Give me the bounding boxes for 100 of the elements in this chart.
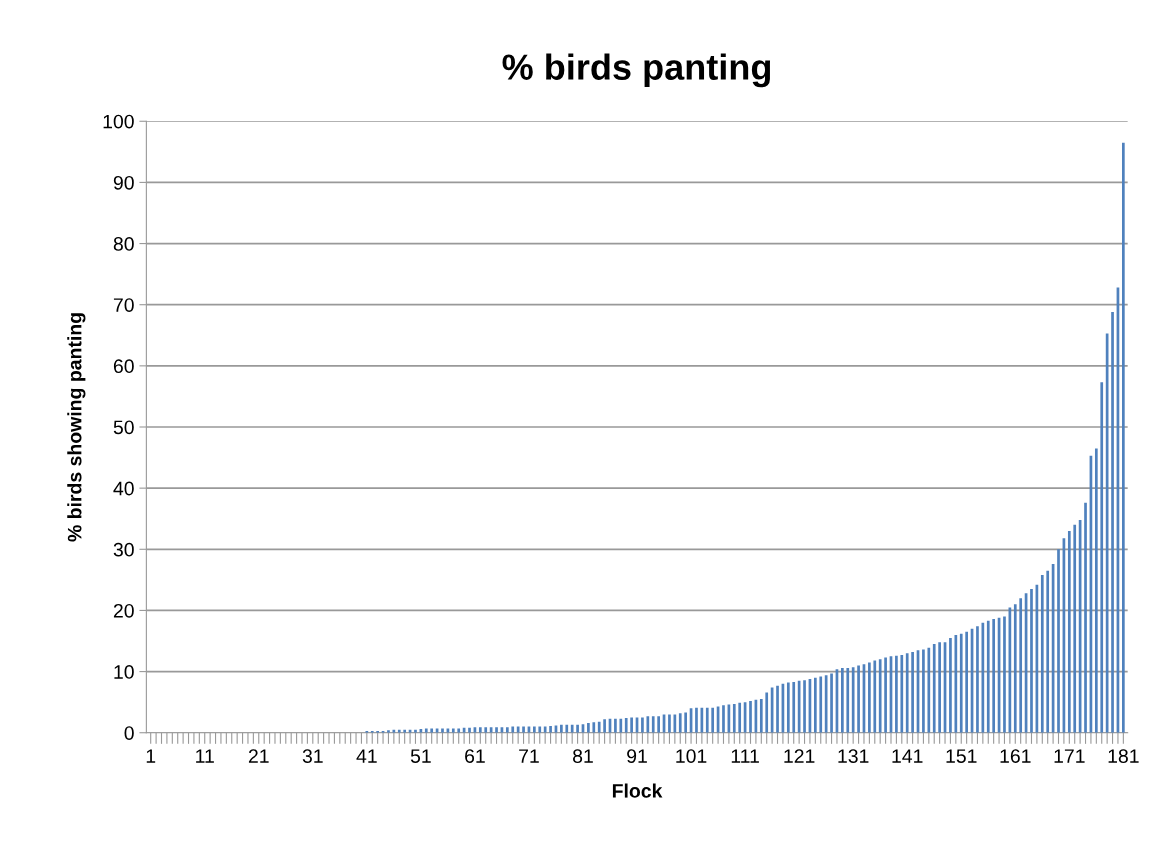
bar	[765, 692, 769, 733]
x-tick-label: 141	[892, 749, 923, 763]
bar	[830, 673, 833, 733]
bar	[641, 717, 644, 733]
bar	[803, 680, 806, 733]
y-tick-label: 70	[113, 298, 134, 312]
bar	[932, 644, 936, 733]
y-tick-label: 20	[113, 603, 134, 618]
bar	[895, 655, 898, 733]
bar	[711, 707, 715, 733]
x-tick-label: 181	[1108, 749, 1139, 763]
bar	[565, 724, 569, 733]
bar	[738, 702, 742, 733]
x-tick-label: 1	[146, 749, 156, 763]
bar	[495, 727, 498, 733]
bar	[905, 653, 909, 733]
bar	[792, 681, 796, 733]
bar	[813, 677, 817, 733]
bar	[722, 705, 725, 733]
bar	[749, 700, 752, 733]
x-tick-label: 151	[946, 749, 977, 763]
bar	[1094, 448, 1098, 733]
bar	[884, 657, 887, 733]
y-tick-label: 100	[103, 114, 134, 129]
bar	[954, 634, 958, 733]
bar	[846, 667, 850, 733]
x-tick-label: 161	[1000, 749, 1031, 763]
bar	[1111, 312, 1114, 733]
bar	[614, 718, 617, 733]
bar	[1100, 382, 1104, 733]
bar	[630, 717, 633, 733]
bar	[965, 631, 968, 733]
bar	[1013, 604, 1017, 733]
bar	[1040, 574, 1044, 733]
bar	[819, 676, 823, 733]
x-tick-label: 121	[784, 749, 815, 763]
bar	[1019, 598, 1023, 733]
bar	[878, 659, 882, 733]
y-tick-label: 30	[113, 542, 134, 557]
bar	[560, 724, 563, 733]
bar	[505, 727, 509, 733]
bar	[1122, 142, 1125, 733]
bar	[857, 665, 860, 733]
bar	[468, 727, 471, 733]
y-tick-label: 0	[124, 726, 134, 740]
bar	[900, 655, 904, 733]
bar	[938, 642, 941, 733]
bar	[868, 662, 871, 733]
bar	[684, 712, 688, 733]
bar	[651, 716, 655, 733]
bar	[619, 718, 623, 733]
bar	[1084, 502, 1087, 733]
x-tick-label: 41	[356, 749, 377, 763]
bar	[441, 728, 444, 733]
bar	[457, 728, 461, 733]
bar	[824, 675, 828, 733]
bar	[1073, 524, 1077, 733]
bar	[451, 728, 455, 733]
bar	[786, 682, 790, 733]
x-tick-label: 101	[676, 749, 707, 763]
y-tick-label: 60	[113, 359, 134, 374]
bar	[673, 714, 677, 733]
bar	[949, 637, 952, 733]
x-tick-label: 11	[196, 749, 214, 763]
y-tick-label: 10	[114, 665, 134, 679]
bar	[705, 707, 709, 733]
bar	[911, 652, 914, 733]
x-tick-label: 171	[1054, 749, 1085, 763]
bar	[657, 716, 660, 733]
bar	[732, 703, 736, 733]
bar	[1057, 549, 1060, 733]
bar	[668, 714, 671, 733]
x-tick-label: 91	[627, 749, 647, 763]
bar	[873, 660, 877, 733]
chart-title: % birds panting	[502, 53, 771, 88]
x-tick-label: 111	[731, 749, 759, 763]
x-tick-label: 31	[302, 749, 323, 763]
bar	[478, 727, 482, 733]
x-tick-label: 21	[248, 749, 269, 763]
bar	[1067, 530, 1071, 733]
bar	[959, 633, 963, 733]
y-tick-label: 40	[113, 481, 134, 496]
x-axis-title: Flock	[612, 783, 663, 798]
bar	[484, 727, 488, 733]
bar	[841, 667, 844, 733]
bar	[922, 649, 925, 733]
bar	[603, 719, 606, 733]
bar	[597, 721, 601, 733]
bar	[927, 647, 931, 733]
bar	[776, 685, 779, 733]
bar	[570, 724, 574, 733]
y-tick-label: 90	[113, 175, 134, 190]
bar	[695, 707, 698, 733]
bar	[1003, 616, 1006, 733]
bar	[986, 620, 990, 733]
bar	[549, 726, 552, 733]
bar	[759, 699, 763, 733]
bar	[424, 728, 428, 733]
bar	[678, 713, 682, 733]
y-tick-label: 50	[113, 420, 134, 435]
